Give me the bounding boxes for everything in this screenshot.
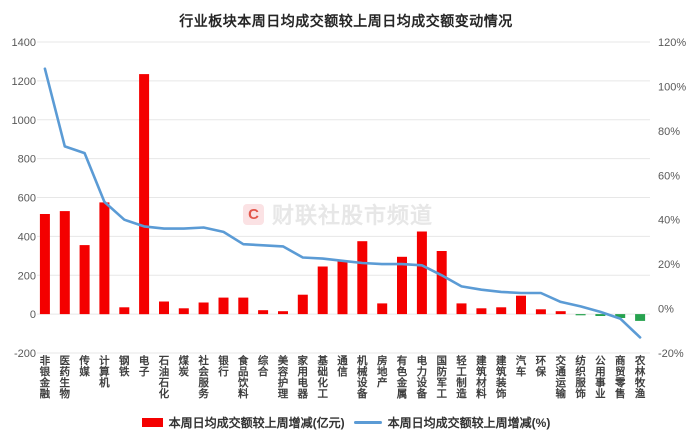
bar	[119, 307, 130, 315]
x-axis-label: 基础化工	[316, 354, 328, 400]
bar	[258, 310, 269, 315]
bar	[99, 202, 110, 315]
x-axis-label: 国防军工	[436, 355, 447, 400]
bar	[297, 294, 308, 315]
bar	[218, 297, 229, 315]
bar	[535, 309, 546, 315]
bar	[39, 214, 50, 315]
chart-title: 行业板块本周日均成交额较上周日均成交额变动情况	[179, 13, 513, 29]
legend: 本周日均成交额较上周增减(亿元) 本周日均成交额较上周增减(%)	[0, 414, 692, 431]
legend-item-bar: 本周日均成交额较上周增减(亿元)	[141, 414, 345, 431]
x-axis-label: 纺织服饰	[575, 354, 586, 400]
bar	[516, 295, 526, 315]
x-axis-label: 房地产	[377, 354, 388, 389]
bar	[198, 302, 209, 315]
left-axis-tick: 800	[18, 154, 36, 166]
bar	[615, 314, 626, 318]
x-axis-label: 银行	[217, 354, 229, 378]
bar	[416, 231, 427, 315]
right-axis-tick: 100%	[658, 81, 686, 93]
left-axis-tick: 600	[18, 193, 36, 205]
bar	[456, 303, 467, 315]
left-axis-tick: 0	[30, 309, 36, 321]
combo-chart: 1400 1200 1000 800 600 400 200 0 -200 120% 100% 80%…	[12, 37, 687, 400]
legend-item-line: 本周日均成交额较上周增减(%)	[353, 414, 551, 431]
x-axis-label: 非银金融	[39, 354, 51, 400]
bar	[59, 211, 70, 315]
bar	[476, 308, 487, 315]
right-axis-tick: -20%	[658, 348, 684, 360]
x-axis-label: 交通运输	[555, 354, 566, 400]
legend-bar-label: 本周日均成交额较上周增减(亿元)	[168, 416, 345, 430]
x-axis-label: 商贸零售	[614, 354, 626, 400]
bar	[377, 303, 388, 315]
x-axis-label: 医药生物	[60, 355, 71, 400]
bar	[159, 301, 169, 315]
left-axis-tick: 400	[18, 231, 36, 243]
line-swatch-icon	[353, 421, 382, 424]
x-axis-label: 建筑材料	[475, 354, 487, 400]
x-axis-label: 传媒	[78, 354, 90, 378]
bar-swatch-icon	[141, 418, 163, 427]
x-axis-label: 农林牧渔	[634, 354, 646, 400]
left-axis-tick: 1400	[12, 37, 36, 49]
bar	[278, 311, 288, 315]
x-axis-label: 钢铁	[119, 354, 130, 378]
x-axis-label: 煤炭	[179, 354, 190, 378]
x-axis-label: 有色金属	[396, 354, 408, 400]
bar	[555, 311, 566, 315]
trend-line	[43, 67, 642, 339]
x-axis-label: 汽车	[516, 354, 527, 378]
right-axis-tick: 120%	[658, 37, 686, 49]
bar	[575, 314, 586, 316]
right-axis-tick: 80%	[658, 126, 680, 138]
left-axis-tick: 1200	[12, 76, 36, 88]
x-axis-label: 机械设备	[356, 354, 368, 400]
x-axis-label: 电子	[139, 354, 150, 378]
x-axis-label: 环保	[535, 355, 547, 378]
x-axis-label: 食品饮料	[237, 354, 249, 400]
bar	[397, 256, 407, 315]
bar	[635, 314, 646, 321]
bar	[337, 260, 348, 315]
left-axis-tick: 200	[18, 270, 36, 282]
x-axis-label: 公用事业	[594, 355, 606, 400]
x-axis-label: 家用电器	[297, 354, 309, 400]
right-axis-tick: 0%	[658, 304, 674, 316]
left-axis-tick: -200	[14, 348, 36, 360]
x-axis-label: 计算机	[99, 354, 110, 389]
bar	[139, 74, 150, 315]
bar	[178, 308, 189, 315]
x-axis-label: 石油石化	[158, 355, 170, 400]
bar	[496, 307, 507, 315]
x-axis-label: 轻工制造	[456, 354, 467, 400]
x-axis-label: 通信	[337, 355, 348, 378]
right-axis-tick: 40%	[658, 215, 680, 227]
bar	[357, 241, 368, 315]
x-axis-label: 建筑装饰	[495, 354, 507, 400]
x-axis-label: 电力设备	[416, 354, 428, 400]
right-axis-tick: 60%	[658, 170, 680, 182]
legend-line-label: 本周日均成交额较上周增减(%)	[387, 416, 551, 430]
bar	[238, 297, 249, 315]
bar	[595, 314, 606, 316]
bar	[436, 251, 447, 315]
bar	[79, 245, 90, 315]
x-axis-label: 美容护理	[277, 354, 289, 400]
left-axis-tick: 1000	[12, 115, 36, 127]
bar	[317, 266, 328, 315]
right-axis-tick: 20%	[658, 259, 680, 271]
x-axis-label: 社会服务	[197, 354, 209, 400]
x-axis-label: 综合	[257, 354, 269, 378]
